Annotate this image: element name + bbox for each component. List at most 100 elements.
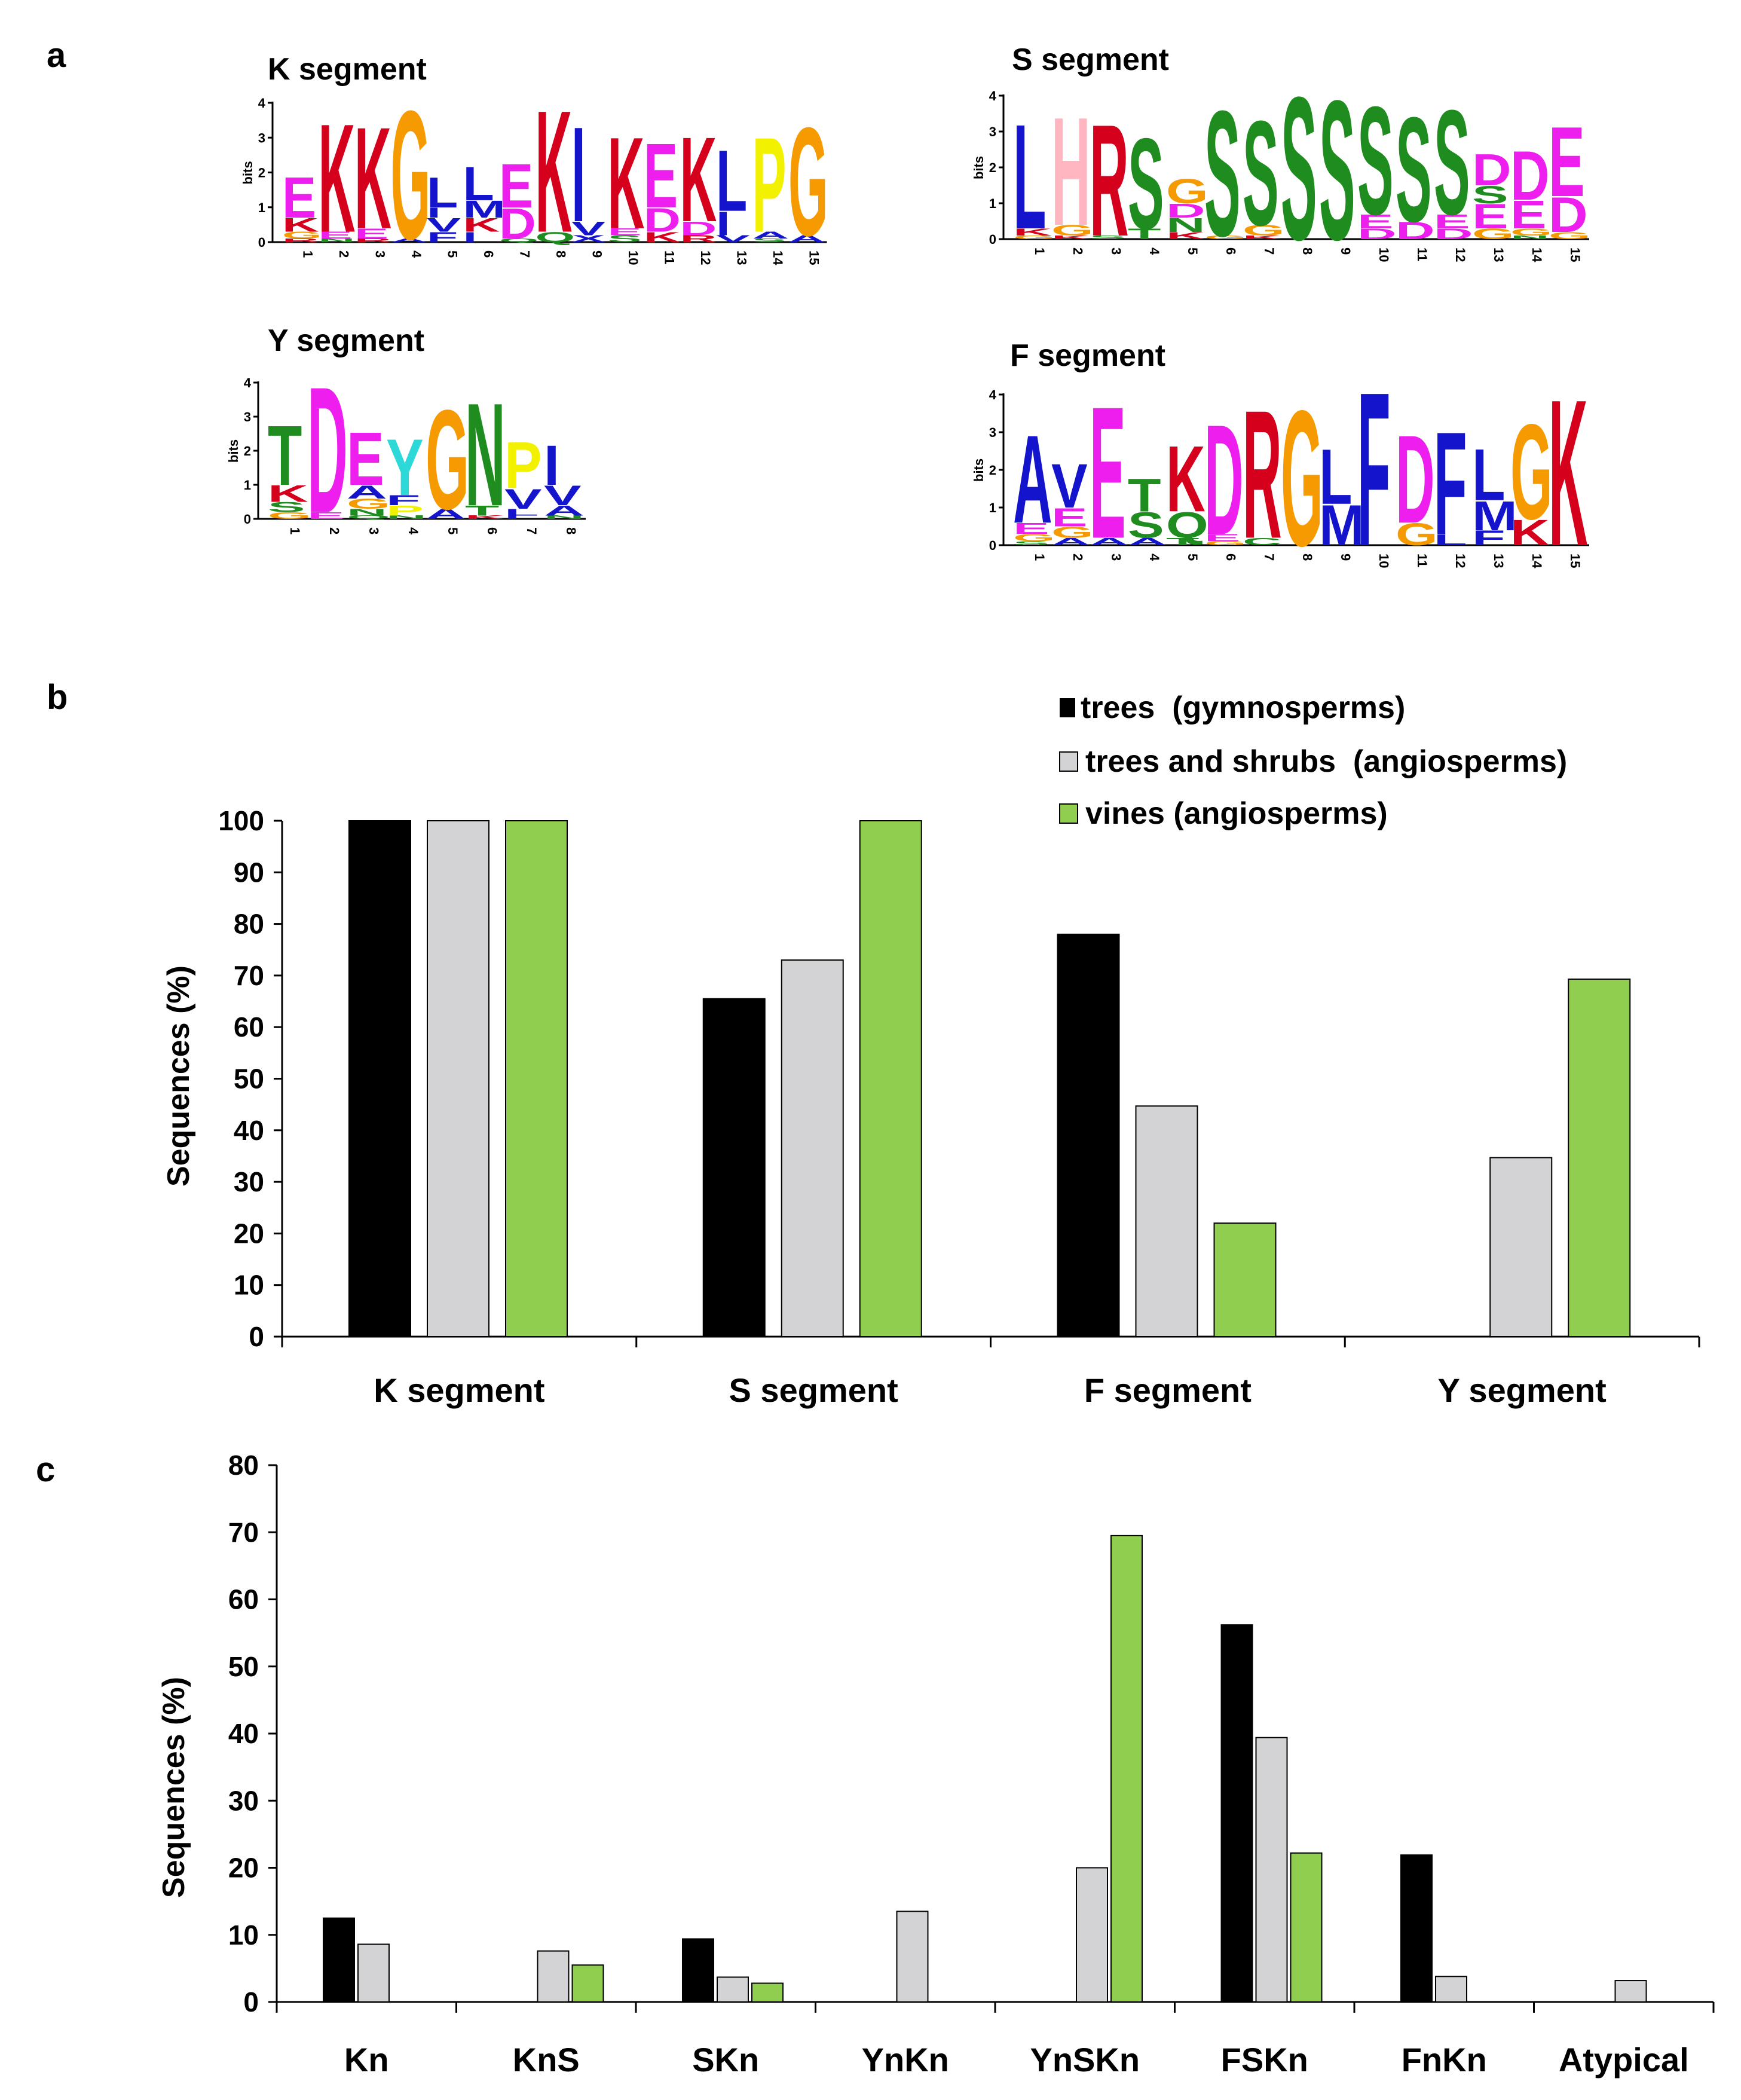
logo-letter-N: N (386, 515, 427, 520)
logo-letter-E: E (307, 511, 345, 521)
logo-position-label: 11 (662, 250, 677, 264)
logo-y-tick: 4 (989, 88, 997, 103)
logo-letter-L: L (463, 157, 494, 210)
logo-y-label: bits (971, 458, 986, 482)
bar-c-s1-c7 (1614, 1980, 1647, 2003)
logo-letter-E: E (1434, 210, 1470, 233)
logo-position-label: 14 (1529, 247, 1544, 262)
logo-y-tick: 2 (989, 160, 996, 175)
logo-position-label: 3 (372, 250, 387, 258)
logo-letter-K: K (536, 75, 573, 269)
logo-letter-K: K (1013, 227, 1052, 238)
logo-letter-R: R (1090, 92, 1129, 270)
logo-position-label: 3 (1109, 554, 1124, 561)
logo-letter-A: A (426, 506, 466, 522)
logo-position-label: 12 (1453, 554, 1468, 568)
bar-c-s1-c2 (717, 1976, 749, 2003)
bar-c-s0-c6 (1400, 1854, 1433, 2003)
logo-letter-I: I (427, 205, 441, 221)
logo-letter-D: D (1434, 226, 1473, 243)
logo-letter-V: V (716, 234, 750, 244)
logo-letter-V: V (504, 483, 542, 515)
logo-letter-D: D (644, 201, 681, 239)
logo-letter-F: F (1357, 347, 1391, 592)
y-tick-label: 20 (228, 1853, 259, 1884)
logo-letter-N: N (465, 374, 506, 537)
logo-letter-V: V (571, 218, 605, 240)
logo-letter-E: E (1013, 520, 1050, 537)
logo-y-label: bits (226, 439, 241, 463)
logo-letter-K: K (465, 515, 506, 520)
logo-position-label: 9 (1338, 554, 1353, 561)
logo-letter-I: I (716, 205, 730, 243)
logo-letter-G: G (1204, 235, 1247, 240)
logo-letter-E: E (608, 227, 642, 237)
bar-c-s1-c0 (357, 1943, 390, 2003)
logo-letter-A: A (391, 238, 428, 243)
logo-letter-D: D (680, 218, 717, 240)
logo-letter-T: T (1166, 536, 1200, 548)
y-tick-label: 10 (234, 1270, 264, 1301)
logo-letter-G: G (1166, 172, 1208, 211)
logo-y-label: bits (240, 161, 255, 184)
logo-letter-E: E (354, 226, 388, 242)
logo-letter-S: S (1396, 86, 1432, 253)
logo-letter-A: A (1128, 536, 1167, 548)
logo-letter-G: G (1281, 371, 1323, 587)
logo-position-label: 1 (300, 250, 315, 258)
logo-letter-D: D (1510, 137, 1550, 215)
logo-letter-S: S (1243, 90, 1279, 256)
y-tick-label: 0 (243, 1986, 259, 2018)
bar-b-s0-c0 (348, 820, 411, 1337)
logo-y-tick: 1 (989, 196, 996, 211)
bar-c-s0-c2 (682, 1938, 714, 2003)
logo-position-label: 4 (406, 527, 421, 535)
legend-label-vines: vines (angiosperms) (1085, 796, 1388, 831)
y-tick-label: 0 (249, 1321, 264, 1352)
logo-letter-A: A (347, 481, 387, 502)
logo-letter-N: N (319, 238, 356, 243)
bar-c-s1-c3 (896, 1911, 929, 2003)
logo-letter-S: S (1128, 505, 1164, 546)
logo-letter-E: E (644, 124, 678, 227)
logo-letter-S: S (608, 234, 642, 244)
logo-position-label: 10 (1376, 554, 1391, 568)
chart-b-ylabel: Sequences (%) (161, 965, 196, 1187)
panel-label-a: a (47, 36, 66, 75)
logo-letter-C: C (1243, 536, 1282, 548)
logo-letter-S: S (1090, 235, 1126, 240)
logo-letter-L: L (1434, 531, 1467, 548)
logo-position-label: 5 (445, 527, 460, 534)
logo-letter-G: G (268, 511, 311, 521)
bar-b-s1-c1 (781, 959, 844, 1337)
logo-f-title: F segment (1010, 338, 1165, 373)
logo-letter-D: D (1204, 392, 1244, 567)
logo-letter-T: T (1128, 226, 1161, 243)
bar-c-s0-c5 (1220, 1624, 1253, 2003)
logo-y-label: bits (971, 156, 986, 179)
logo-letter-X: X (571, 234, 605, 244)
logo-y-tick: 3 (989, 425, 996, 440)
logo-letter-K: K (319, 91, 356, 265)
logo-letter-Q: Q (536, 229, 576, 245)
y-tick-label: 30 (234, 1166, 264, 1197)
y-tick-label: 70 (228, 1517, 259, 1548)
logo-letter-D: D (499, 199, 536, 248)
y-tick-label: 30 (228, 1785, 259, 1816)
bar-c-s2-c1 (571, 1964, 604, 2003)
logo-letter-Q: Q (1166, 505, 1208, 546)
logo-y-tick: 0 (258, 235, 265, 250)
bar-c-s2-c5 (1290, 1852, 1323, 2003)
logo-letter-D: D (1396, 410, 1435, 550)
logo-letter-N: N (1166, 214, 1205, 236)
logo-letter-P: P (386, 503, 424, 519)
logo-position-label: 3 (366, 527, 381, 534)
logo-letter-V: V (1051, 451, 1088, 521)
logo-letter-K: K (282, 214, 319, 236)
bar-c-s0-c0 (323, 1917, 355, 2003)
logo-position-label: 14 (1529, 554, 1544, 568)
category-label: YnKn (862, 2041, 949, 2078)
logo-letter-F: F (386, 493, 420, 509)
